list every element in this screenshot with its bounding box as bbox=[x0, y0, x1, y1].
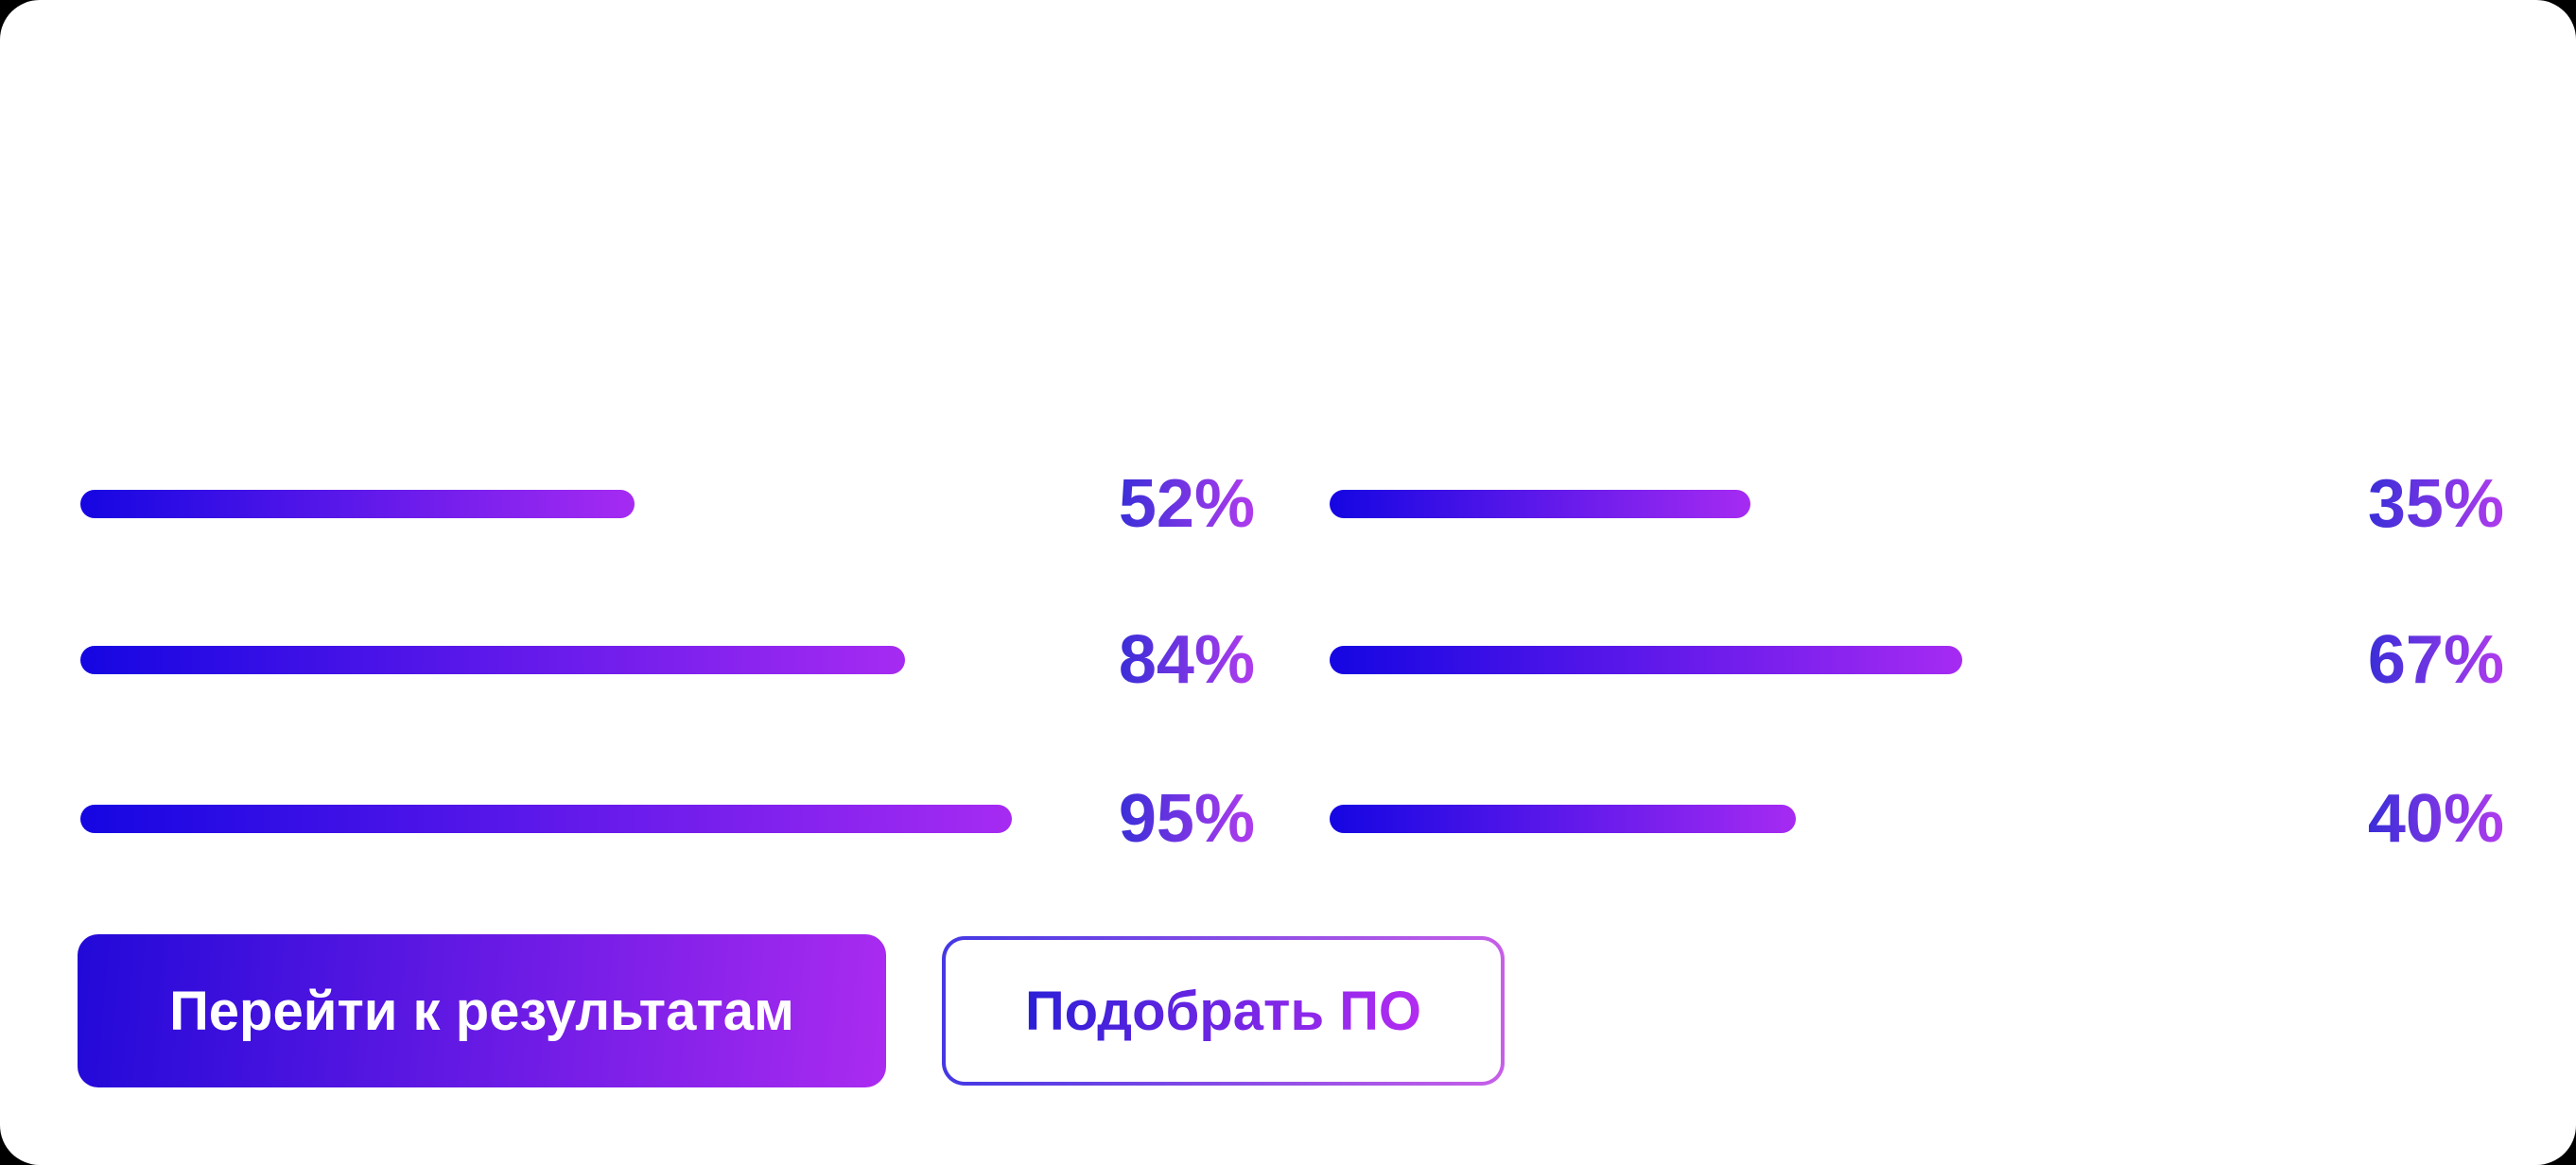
progress-bar bbox=[80, 805, 1012, 833]
progress-bar bbox=[1330, 646, 1962, 674]
stat-row: 84% bbox=[80, 622, 1255, 698]
select-software-label: Подобрать ПО bbox=[1024, 980, 1422, 1042]
percent-label: 52% bbox=[1118, 466, 1255, 542]
progress-bar bbox=[1330, 490, 1750, 518]
select-software-button[interactable]: Подобрать ПО bbox=[942, 936, 1505, 1086]
select-software-button-surface: Подобрать ПО bbox=[946, 940, 1501, 1082]
stat-row: 40% bbox=[1330, 781, 2504, 857]
progress-bar bbox=[80, 490, 635, 518]
progress-bar bbox=[80, 646, 905, 674]
percent-label: 67% bbox=[2367, 622, 2504, 698]
percent-label: 40% bbox=[2367, 781, 2504, 857]
stat-row: 35% bbox=[1330, 466, 2504, 542]
go-to-results-button[interactable]: Перейти к результатам bbox=[78, 934, 886, 1087]
percent-label: 95% bbox=[1118, 781, 1255, 857]
stat-row: 67% bbox=[1330, 622, 2504, 698]
percent-label: 84% bbox=[1118, 622, 1255, 698]
stat-row: 52% bbox=[80, 466, 1255, 542]
percent-label: 35% bbox=[2367, 466, 2504, 542]
progress-bar bbox=[1330, 805, 1796, 833]
stat-row: 95% bbox=[80, 781, 1255, 857]
